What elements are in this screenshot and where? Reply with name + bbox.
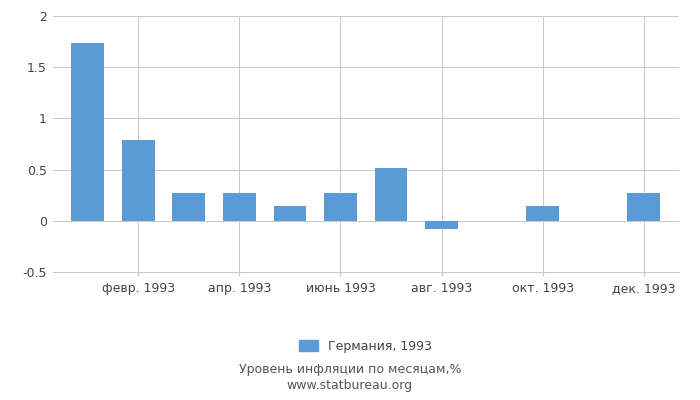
Bar <box>172 193 205 221</box>
Legend: Германия, 1993: Германия, 1993 <box>295 334 437 358</box>
Text: www.statbureau.org: www.statbureau.org <box>287 380 413 392</box>
Bar <box>627 193 660 221</box>
Bar <box>526 206 559 221</box>
Bar <box>274 206 307 221</box>
Bar <box>223 193 256 221</box>
Bar <box>71 43 104 221</box>
Bar <box>374 168 407 221</box>
Bar <box>425 221 458 229</box>
Text: Уровень инфляции по месяцам,%: Уровень инфляции по месяцам,% <box>239 364 461 376</box>
Bar <box>324 193 357 221</box>
Bar <box>122 140 155 221</box>
